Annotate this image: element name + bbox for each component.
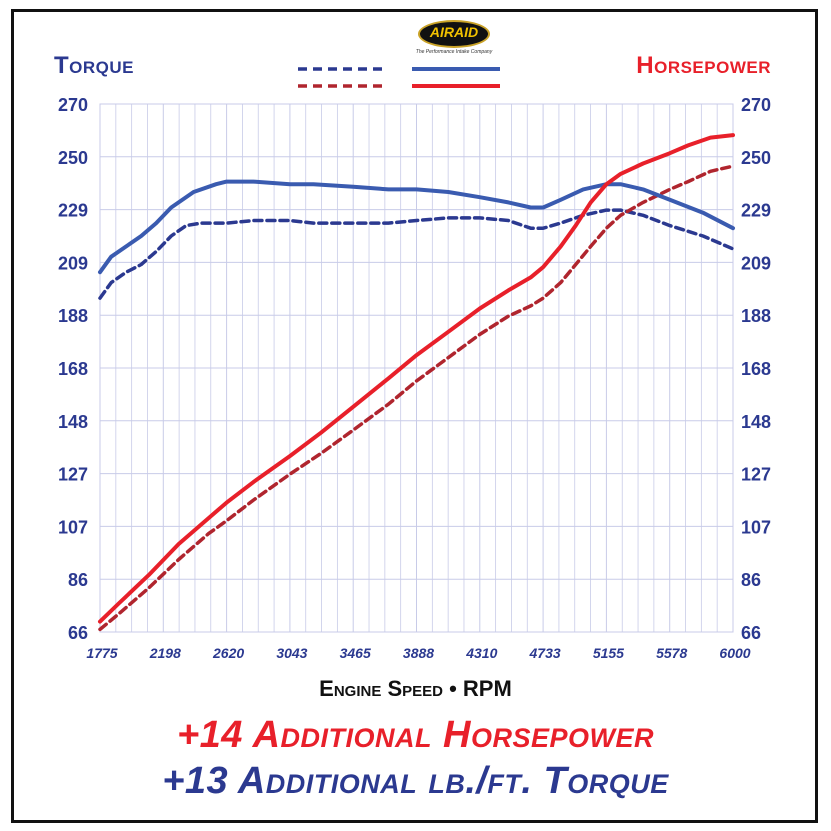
x-tick-label: 4733 bbox=[529, 645, 561, 661]
y-tick-label-left: 229 bbox=[58, 201, 88, 221]
horsepower-claim: +14 Additional Horsepower bbox=[176, 714, 655, 756]
series-line-torque-after bbox=[98, 179, 735, 275]
x-tick-label: 3465 bbox=[340, 645, 371, 661]
y-tick-label-right: 250 bbox=[741, 148, 771, 168]
x-tick-label: 3043 bbox=[276, 645, 307, 661]
y-tick-label-left: 107 bbox=[58, 517, 88, 537]
y-tick-label-right: 270 bbox=[741, 95, 771, 115]
x-tick-label: 4310 bbox=[465, 645, 497, 661]
y-tick-label-left: 86 bbox=[68, 570, 88, 590]
series-layer bbox=[98, 133, 735, 632]
y-tick-label-left: 66 bbox=[68, 623, 88, 643]
y-tick-label-left: 168 bbox=[58, 359, 88, 379]
y-tick-label-right: 188 bbox=[741, 306, 771, 326]
x-tick-label: 1775 bbox=[86, 645, 117, 661]
x-tick-label: 3888 bbox=[403, 645, 434, 661]
airaid-logo: AIRAID The Performance Intake Company bbox=[416, 20, 492, 58]
legend bbox=[298, 67, 500, 88]
y-tick-label-right: 86 bbox=[741, 570, 761, 590]
x-tick-label: 5578 bbox=[656, 645, 687, 661]
series-line-torque-before bbox=[98, 208, 735, 300]
y-tick-label-left: 209 bbox=[58, 253, 88, 273]
y-tick-label-right: 127 bbox=[741, 465, 771, 485]
x-tick-label: 2620 bbox=[212, 645, 244, 661]
torque-axis-title: Torque bbox=[54, 52, 134, 79]
y-tick-label-left: 250 bbox=[58, 148, 88, 168]
logo-brand: AIRAID bbox=[429, 24, 479, 40]
y-tick-label-right: 229 bbox=[741, 201, 771, 221]
horsepower-axis-title: Horsepower bbox=[636, 52, 771, 79]
y-tick-label-left: 270 bbox=[58, 95, 88, 115]
tick-layer: 270 270 250 250 229 229 209 209 188 188 168 168 148 1… bbox=[58, 95, 771, 661]
series-line-hp-before bbox=[98, 164, 735, 632]
series-line-hp-after bbox=[98, 133, 735, 624]
y-tick-label-right: 107 bbox=[741, 517, 771, 537]
x-tick-label: 2198 bbox=[149, 645, 181, 661]
y-tick-label-right: 148 bbox=[741, 412, 771, 432]
torque-claim: +13 Additional lb./ft. Torque bbox=[162, 760, 669, 802]
y-tick-label-right: 209 bbox=[741, 253, 771, 273]
x-tick-label: 5155 bbox=[593, 645, 624, 661]
y-tick-label-left: 127 bbox=[58, 465, 88, 485]
x-axis-label: Engine Speed • RPM bbox=[319, 676, 512, 701]
logo-tagline: The Performance Intake Company bbox=[415, 49, 493, 55]
y-tick-label-right: 168 bbox=[741, 359, 771, 379]
y-tick-label-right: 66 bbox=[741, 623, 761, 643]
logo-badge bbox=[418, 20, 490, 48]
x-tick-label: 6000 bbox=[719, 645, 750, 661]
grid-layer bbox=[99, 103, 734, 633]
y-tick-label-left: 148 bbox=[58, 412, 88, 432]
y-tick-label-left: 188 bbox=[58, 306, 88, 326]
